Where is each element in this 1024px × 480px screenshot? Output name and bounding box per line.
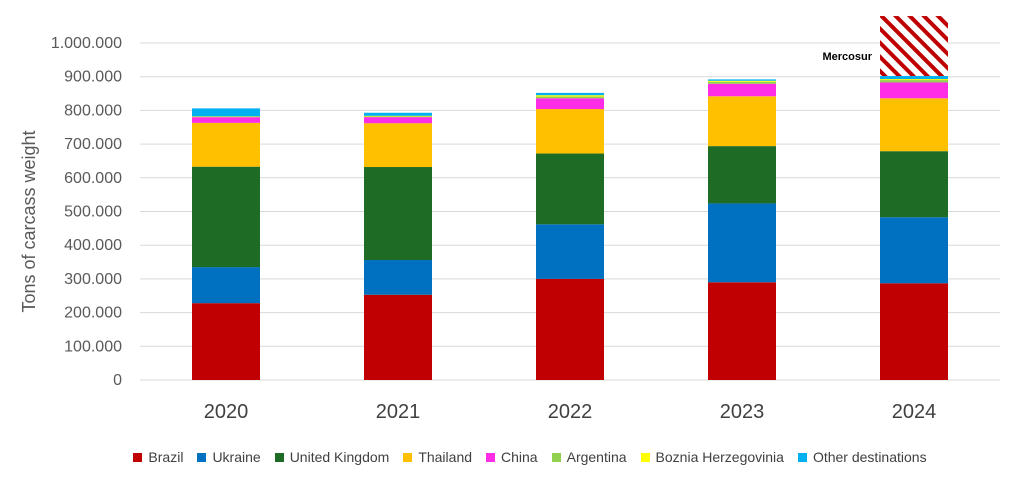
bar-segment <box>536 96 604 99</box>
legend-label: United Kingdom <box>289 449 390 465</box>
bar-segment <box>192 267 260 304</box>
x-category-label: 2024 <box>892 401 937 423</box>
bar-segment <box>192 116 260 118</box>
legend-swatch <box>486 452 496 462</box>
bar-segment <box>708 83 776 97</box>
legend: Brazil Ukraine United Kingdom Thailand China… <box>60 449 1000 465</box>
bar-segment <box>880 283 948 380</box>
bars <box>192 16 948 380</box>
y-axis-ticks: 0 100.000 200.000 300.000 400.000 500.000 600.… <box>51 35 122 389</box>
bar-segment <box>880 79 948 81</box>
bar-segment <box>536 278 604 380</box>
bar-segment <box>536 109 604 154</box>
legend-label: Boznia Herzegovinia <box>655 449 784 465</box>
legend-item: Other destinations <box>797 449 927 465</box>
y-tick-label: 700.000 <box>64 136 122 153</box>
y-tick-label: 400.000 <box>64 237 122 254</box>
bar-segment <box>536 224 604 279</box>
bar-segment <box>536 153 604 225</box>
legend-swatch <box>133 452 143 462</box>
legend-item: Argentina <box>551 449 627 465</box>
legend-label: Other destinations <box>812 449 927 465</box>
bar-segment <box>880 217 948 284</box>
bar-segment <box>192 122 260 167</box>
y-axis-label: Tons of carcass weight <box>19 130 39 312</box>
legend-label: Argentina <box>566 449 627 465</box>
legend-item: Thailand <box>403 449 472 465</box>
x-category-label: 2022 <box>548 401 593 423</box>
legend-item: Ukraine <box>197 449 261 465</box>
bar-segment <box>536 98 604 110</box>
y-tick-label: 0 <box>113 372 122 389</box>
bar-segment <box>708 203 776 283</box>
legend-item: United Kingdom <box>274 449 390 465</box>
bar-segment <box>708 81 776 84</box>
bar-segment <box>880 151 948 218</box>
legend-swatch <box>640 452 650 462</box>
legend-item: Boznia Herzegovinia <box>640 449 784 465</box>
legend-swatch <box>551 452 561 462</box>
legend-label: Thailand <box>418 449 473 465</box>
y-tick-label: 800.000 <box>64 102 122 119</box>
bar-segment <box>364 115 432 117</box>
bar-segment <box>364 123 432 168</box>
bar-segment <box>708 282 776 380</box>
bar-segment <box>364 167 432 261</box>
bar-segment <box>364 117 432 124</box>
bar-segment <box>536 95 604 97</box>
legend-label: Brazil <box>148 449 184 465</box>
bar-segment <box>536 92 604 96</box>
bar-segment <box>880 82 948 99</box>
legend-label: Ukraine <box>212 449 261 465</box>
bar-segment <box>880 98 948 152</box>
x-category-label: 2021 <box>376 401 421 423</box>
legend-item: China <box>486 449 538 465</box>
bar-segment <box>708 79 776 81</box>
y-tick-label: 500.000 <box>64 204 122 221</box>
bar-segment <box>880 80 948 83</box>
bar-segment <box>708 96 776 147</box>
legend-item: Brazil <box>133 449 183 465</box>
bar-segment <box>192 117 260 123</box>
legend-swatch <box>197 452 207 462</box>
x-category-label: 2023 <box>720 401 765 423</box>
x-category-label: 2020 <box>204 401 249 423</box>
overlay-label: Mercosur <box>822 51 872 63</box>
bar-segment <box>192 108 260 117</box>
bar-segment <box>192 303 260 380</box>
legend-swatch <box>797 452 807 462</box>
legend-swatch <box>274 452 284 462</box>
bar-segment <box>708 80 776 82</box>
bar-segment <box>192 166 260 268</box>
x-axis-categories: 2020 2021 2022 2023 2024 <box>204 401 937 423</box>
y-tick-label: 1.000.000 <box>51 35 122 52</box>
bar-segment <box>880 75 948 80</box>
bar-segment <box>364 260 432 295</box>
y-tick-label: 200.000 <box>64 305 122 322</box>
y-tick-label: 100.000 <box>64 338 122 355</box>
stacked-bar-chart: 0 100.000 200.000 300.000 400.000 500.000 600.… <box>19 16 1000 423</box>
y-tick-label: 300.000 <box>64 271 122 288</box>
y-tick-label: 900.000 <box>64 69 122 86</box>
bar-segment <box>364 294 432 380</box>
overlay-hatched-bar <box>880 16 948 77</box>
legend-swatch <box>403 452 413 462</box>
bar-segment <box>364 116 432 118</box>
bar-segment <box>364 112 432 116</box>
bar-segment <box>708 146 776 204</box>
y-tick-label: 600.000 <box>64 170 122 187</box>
legend-label: China <box>501 449 538 465</box>
